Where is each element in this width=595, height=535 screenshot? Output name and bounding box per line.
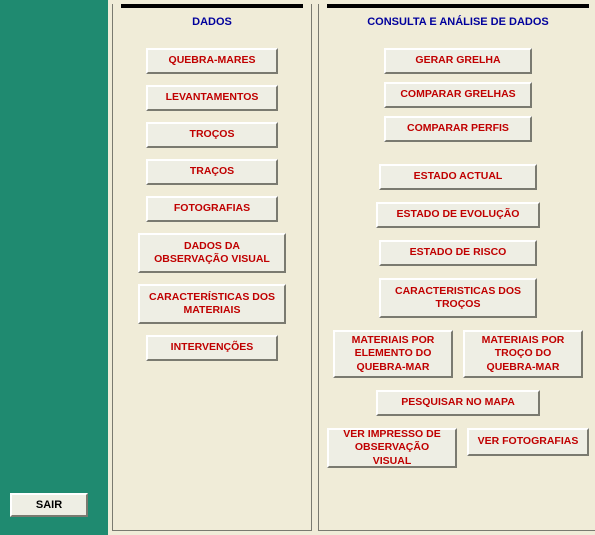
consulta-button-stack: GERAR GRELHA COMPARAR GRELHAS COMPARAR P…: [327, 44, 589, 468]
ver-row: VER IMPRESSO DE OBSERVAÇÃO VISUAL VER FO…: [327, 428, 589, 468]
tracos-button[interactable]: TRAÇOS: [146, 159, 278, 185]
levantamentos-button[interactable]: LEVANTAMENTOS: [146, 85, 278, 111]
app-root: SAIR DADOS QUEBRA-MARES LEVANTAMENTOS TR…: [0, 0, 595, 535]
sair-button[interactable]: SAIR: [10, 493, 88, 517]
materiais-troco-button[interactable]: MATERIAIS POR TROÇO DO QUEBRA-MAR: [463, 330, 583, 378]
panel-dados: DADOS QUEBRA-MARES LEVANTAMENTOS TROÇOS …: [112, 4, 312, 531]
main-area: DADOS QUEBRA-MARES LEVANTAMENTOS TROÇOS …: [108, 0, 595, 535]
ver-impresso-button[interactable]: VER IMPRESSO DE OBSERVAÇÃO VISUAL: [327, 428, 457, 468]
fotografias-button[interactable]: FOTOGRAFIAS: [146, 196, 278, 222]
caract-trocos-button[interactable]: CARACTERISTICAS DOS TROÇOS: [379, 278, 537, 318]
panel-dados-title: DADOS: [121, 4, 303, 44]
estado-evolucao-button[interactable]: ESTADO DE EVOLUÇÃO: [376, 202, 540, 228]
estado-actual-button[interactable]: ESTADO ACTUAL: [379, 164, 537, 190]
pesquisar-mapa-button[interactable]: PESQUISAR NO MAPA: [376, 390, 540, 416]
materiais-row: MATERIAIS POR ELEMENTO DO QUEBRA-MAR MAT…: [327, 330, 589, 378]
gerar-grelha-button[interactable]: GERAR GRELHA: [384, 48, 532, 74]
panel-consulta-title: CONSULTA E ANÁLISE DE DADOS: [327, 4, 589, 44]
comparar-perfis-button[interactable]: COMPARAR PERFIS: [384, 116, 532, 142]
sidebar: SAIR: [0, 0, 108, 535]
dados-button-stack: QUEBRA-MARES LEVANTAMENTOS TROÇOS TRAÇOS…: [121, 44, 303, 361]
intervencoes-button[interactable]: INTERVENÇÕES: [146, 335, 278, 361]
trocos-button[interactable]: TROÇOS: [146, 122, 278, 148]
quebra-mares-button[interactable]: QUEBRA-MARES: [146, 48, 278, 74]
materiais-elemento-button[interactable]: MATERIAIS POR ELEMENTO DO QUEBRA-MAR: [333, 330, 453, 378]
dados-observacao-button[interactable]: DADOS DA OBSERVAÇÃO VISUAL: [138, 233, 286, 273]
ver-fotografias-button[interactable]: VER FOTOGRAFIAS: [467, 428, 589, 456]
estado-risco-button[interactable]: ESTADO DE RISCO: [379, 240, 537, 266]
caracteristicas-mat-button[interactable]: CARACTERÍSTICAS DOS MATERIAIS: [138, 284, 286, 324]
comparar-grelhas-button[interactable]: COMPARAR GRELHAS: [384, 82, 532, 108]
panel-consulta: CONSULTA E ANÁLISE DE DADOS GERAR GRELHA…: [318, 4, 595, 531]
